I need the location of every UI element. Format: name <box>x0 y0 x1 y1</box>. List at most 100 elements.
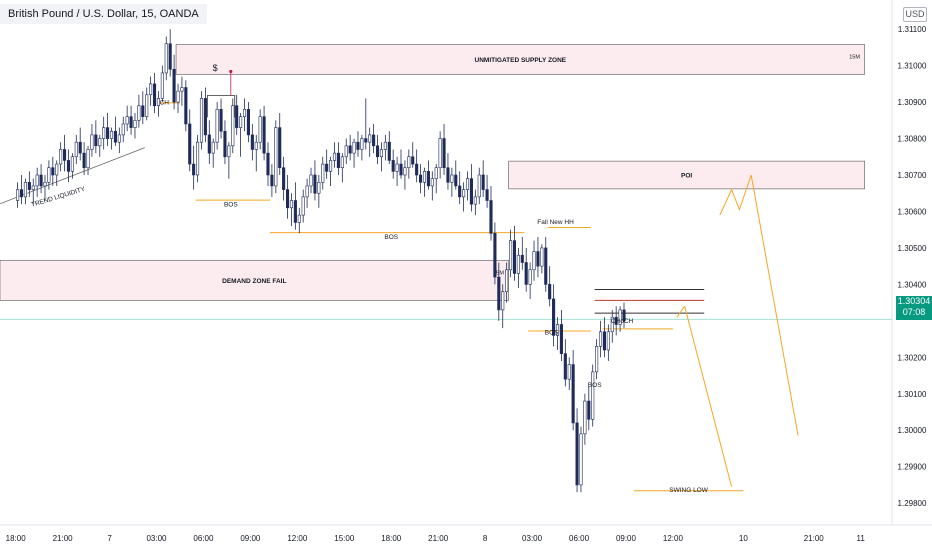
candle-body-90 <box>368 134 372 143</box>
y-tick-label-9: 1.30100 <box>898 390 927 399</box>
candle-body-20 <box>94 134 98 147</box>
candle-body-138 <box>555 324 560 336</box>
candle-body-131 <box>528 269 532 285</box>
candle-body-104 <box>422 171 427 183</box>
candle-12 <box>63 134 67 172</box>
candle-body-34 <box>149 83 153 96</box>
candle-body-92 <box>375 145 380 158</box>
annotation-1: $ <box>213 63 218 73</box>
candle-body-122 <box>493 233 497 278</box>
candle-131 <box>528 262 532 299</box>
candle-38 <box>164 36 168 81</box>
liquidity-marker-dot <box>229 69 233 74</box>
candle-65 <box>270 164 274 197</box>
candle-body-50 <box>211 141 215 154</box>
y-tick-label-10: 1.30000 <box>898 426 927 435</box>
candle-body-71 <box>293 200 297 223</box>
candle-32 <box>141 91 145 124</box>
candle-body-91 <box>372 134 376 147</box>
candle-body-74 <box>305 185 309 198</box>
candle-76 <box>313 160 317 201</box>
candle-132 <box>532 240 536 281</box>
candle-body-108 <box>438 138 442 169</box>
candle-94 <box>383 134 387 161</box>
x-tick-label-11: 03:00 <box>522 534 543 543</box>
candle-body-129 <box>520 254 524 263</box>
x-tick-label-8: 18:00 <box>381 534 402 543</box>
y-tick-label-7: 1.30400 <box>898 280 927 289</box>
candle-91 <box>372 123 376 154</box>
x-tick-label-0: 18:00 <box>6 534 27 543</box>
candle-body-53 <box>223 130 227 158</box>
candle-10 <box>55 160 59 186</box>
candle-body-99 <box>403 167 407 176</box>
candle-74 <box>305 178 309 208</box>
candle-body-142 <box>571 364 575 424</box>
candle-11 <box>59 142 63 172</box>
candle-26 <box>117 127 121 154</box>
candle-body-36 <box>156 98 160 107</box>
candle-24 <box>109 127 114 150</box>
candle-1 <box>19 175 24 205</box>
candle-87 <box>356 131 360 157</box>
candle-139 <box>559 309 563 361</box>
candle-16 <box>78 127 82 161</box>
x-tick-label-17: 11 <box>857 534 866 543</box>
candle-49 <box>207 120 211 165</box>
candle-78 <box>321 156 325 190</box>
candle-body-63 <box>262 116 266 154</box>
candle-body-144 <box>579 433 583 486</box>
candle-body-106 <box>430 178 434 187</box>
candle-8 <box>47 160 51 190</box>
zone-label-0: UNMITIGATED SUPPLY ZONE <box>475 57 567 64</box>
candle-body-133 <box>536 251 540 267</box>
x-tick-label-13: 09:00 <box>616 534 637 543</box>
candle-81 <box>332 142 337 168</box>
bar-countdown: 07:08 <box>902 307 926 317</box>
candle-126 <box>509 229 513 278</box>
candle-36 <box>156 91 160 117</box>
candle-body-83 <box>340 156 344 169</box>
candle-body-80 <box>329 160 333 172</box>
liquidity-box <box>206 95 236 118</box>
candle-body-117 <box>473 196 477 205</box>
candle-body-148 <box>595 346 599 373</box>
candle-54 <box>227 142 231 179</box>
candle-body-130 <box>524 262 528 285</box>
candle-body-79 <box>325 163 329 172</box>
candle-body-120 <box>485 189 489 201</box>
zone-0 <box>175 44 865 75</box>
annotation-4: BOS <box>384 234 398 241</box>
zone-label-1: POI <box>681 173 692 180</box>
candle-58 <box>242 98 247 132</box>
candle-body-58 <box>242 109 247 117</box>
candle-117 <box>473 189 477 216</box>
candle-77 <box>317 175 321 208</box>
candle-68 <box>282 156 286 201</box>
candle-body-95 <box>387 141 391 161</box>
candle-body-89 <box>364 138 368 143</box>
candle-113 <box>458 171 462 205</box>
candle-body-21 <box>98 138 102 147</box>
y-tick-label-2: 1.30900 <box>898 98 927 107</box>
candle-142 <box>571 350 575 431</box>
candle-85 <box>348 134 352 161</box>
x-tick-label-2: 7 <box>107 534 112 543</box>
candle-body-33 <box>145 94 149 117</box>
candle-127 <box>512 226 517 281</box>
candle-body-28 <box>125 116 129 125</box>
candle-128 <box>516 247 520 289</box>
candle-55 <box>231 98 235 154</box>
candle-62 <box>258 109 262 150</box>
annotation-5: Fall New HH <box>537 219 574 226</box>
zone-2 <box>0 259 509 301</box>
symbol-title[interactable]: British Pound / U.S. Dollar, 15, OANDA <box>0 4 207 24</box>
candle-body-137 <box>552 298 556 336</box>
currency-badge[interactable]: USD <box>903 7 927 22</box>
candle-body-87 <box>356 141 360 150</box>
candle-body-15 <box>74 141 78 158</box>
candle-79 <box>325 149 329 179</box>
x-tick-label-7: 15:00 <box>334 534 355 543</box>
